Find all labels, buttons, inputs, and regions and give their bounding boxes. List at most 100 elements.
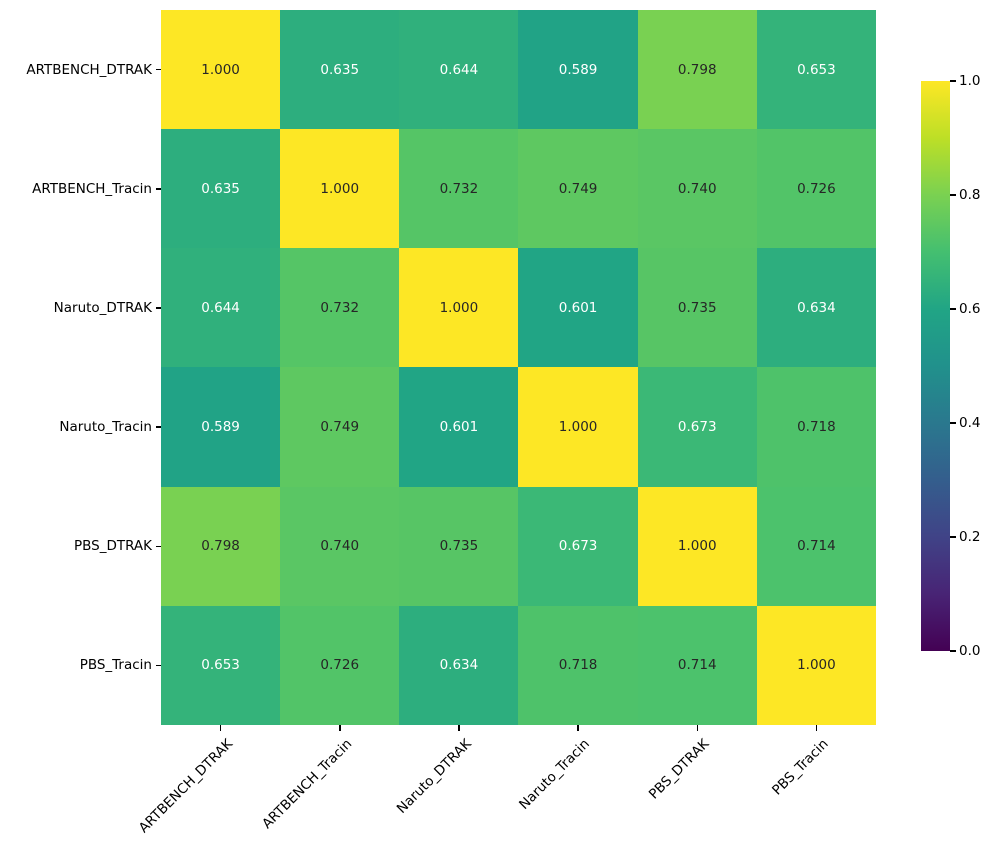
colorbar-tick: [950, 422, 956, 424]
heatmap-cell: 0.714: [756, 486, 876, 606]
heatmap-cell: 0.798: [161, 486, 281, 606]
cell-value: 1.000: [201, 61, 240, 78]
x-axis-tick: [339, 725, 341, 731]
heatmap-cell: 0.735: [637, 248, 757, 368]
x-tick-label: ARTBENCH_DTRAK: [135, 736, 236, 837]
x-axis-tick: [458, 725, 460, 731]
cell-value: 0.673: [677, 419, 717, 436]
cell-value: 1.000: [439, 299, 479, 316]
y-tick-label: PBS_Tracin: [79, 657, 152, 674]
colorbar-tick: [950, 536, 956, 538]
cell-value: 1.000: [677, 538, 717, 555]
y-axis-tick: [155, 68, 161, 71]
colorbar-tick: [950, 194, 956, 196]
colorbar-tick-label: 0.6: [959, 301, 981, 317]
cell-value: 0.673: [558, 538, 598, 555]
cell-value: 0.735: [677, 299, 717, 316]
cell-value: 1.000: [797, 657, 836, 674]
cell-value: 0.749: [320, 419, 360, 436]
heatmap-cell: 0.749: [518, 129, 638, 249]
y-tick-label: PBS_DTRAK: [73, 538, 152, 555]
cell-value: 0.749: [558, 180, 598, 197]
heatmap-cell: 0.749: [280, 367, 400, 487]
cell-value: 0.732: [320, 299, 360, 316]
cell-value: 0.735: [439, 538, 479, 555]
heatmap-cell: 0.635: [280, 10, 400, 130]
heatmap-cell: 1.000: [518, 367, 638, 487]
colorbar-tick: [950, 650, 956, 652]
heatmap-cell: 0.589: [518, 10, 638, 130]
heatmap-cell: 1.000: [756, 605, 876, 725]
cell-value: 0.634: [439, 657, 479, 674]
cell-value: 0.653: [797, 61, 836, 78]
heatmap-cell: 0.740: [637, 129, 757, 249]
heatmap-cell: 0.644: [399, 10, 519, 130]
colorbar-tick-label: 1.0: [959, 73, 981, 89]
y-axis-tick: [155, 188, 161, 190]
colorbar-tick-label: 0.2: [959, 529, 981, 545]
heatmap-grid: 1.000 0.635 0.644 0.589 0.798 0.653 0.635 1.000…: [161, 10, 876, 725]
y-tick-label: ARTBENCH_Tracin: [32, 180, 152, 197]
x-tick-label: PBS_DTRAK: [646, 736, 713, 803]
heatmap-cell: 0.634: [399, 605, 519, 725]
cell-value: 0.635: [320, 61, 360, 78]
heatmap-cell: 0.732: [280, 248, 400, 368]
x-axis-tick: [815, 725, 818, 731]
heatmap-cell: 0.635: [161, 129, 281, 249]
colorbar: [921, 81, 950, 651]
x-axis-tick: [577, 725, 579, 731]
cell-value: 0.798: [201, 538, 240, 555]
heatmap-cell: 0.644: [161, 248, 281, 368]
cell-value: 0.634: [797, 299, 836, 316]
x-tick-label: PBS_Tracin: [769, 736, 832, 799]
heatmap-cell: 0.726: [756, 129, 876, 249]
cell-value: 0.653: [201, 657, 240, 674]
cell-value: 0.601: [558, 299, 598, 316]
y-axis-tick: [155, 545, 161, 547]
x-axis-tick: [696, 725, 698, 731]
x-axis-tick: [219, 725, 222, 731]
x-tick-label: Naruto_Tracin: [516, 736, 594, 813]
heatmap-cell: 0.653: [756, 10, 876, 130]
cell-value: 0.601: [439, 419, 479, 436]
heatmap-cell: 0.735: [399, 486, 519, 606]
heatmap-cell: 0.634: [756, 248, 876, 368]
cell-value: 0.798: [677, 61, 717, 78]
cell-value: 0.644: [439, 61, 479, 78]
heatmap-cell: 0.673: [518, 486, 638, 606]
cell-value: 0.644: [201, 299, 240, 316]
colorbar-tick: [950, 308, 956, 310]
heatmap-cell: 1.000: [399, 248, 519, 368]
cell-value: 0.718: [558, 657, 598, 674]
colorbar-tick: [950, 80, 956, 82]
cell-value: 0.589: [558, 61, 598, 78]
cell-value: 0.732: [439, 180, 479, 197]
cell-value: 0.718: [797, 419, 836, 436]
colorbar-tick-label: 0.0: [959, 643, 981, 659]
cell-value: 0.740: [677, 180, 717, 197]
colorbar-tick-label: 0.4: [959, 415, 981, 431]
cell-value: 0.726: [320, 657, 360, 674]
heatmap-cell: 0.589: [161, 367, 281, 487]
heatmap-cell: 0.714: [637, 605, 757, 725]
y-axis-tick: [155, 426, 161, 428]
heatmap-cell: 0.726: [280, 605, 400, 725]
cell-value: 0.589: [201, 419, 240, 436]
heatmap-cell: 0.740: [280, 486, 400, 606]
heatmap-cell: 0.798: [637, 10, 757, 130]
heatmap-cell: 0.601: [399, 367, 519, 487]
heatmap-cell: 0.601: [518, 248, 638, 368]
cell-value: 1.000: [558, 419, 598, 436]
y-axis-tick: [155, 307, 161, 309]
cell-value: 0.714: [677, 657, 717, 674]
y-tick-label: ARTBENCH_DTRAK: [26, 61, 152, 78]
cell-value: 0.740: [320, 538, 360, 555]
cell-value: 1.000: [320, 180, 360, 197]
heatmap-cell: 0.732: [399, 129, 519, 249]
heatmap-cell: 1.000: [280, 129, 400, 249]
y-tick-label: Naruto_DTRAK: [53, 299, 152, 316]
heatmap-cell: 0.718: [518, 605, 638, 725]
heatmap-cell: 0.673: [637, 367, 757, 487]
x-tick-label: ARTBENCH_Tracin: [258, 736, 356, 833]
